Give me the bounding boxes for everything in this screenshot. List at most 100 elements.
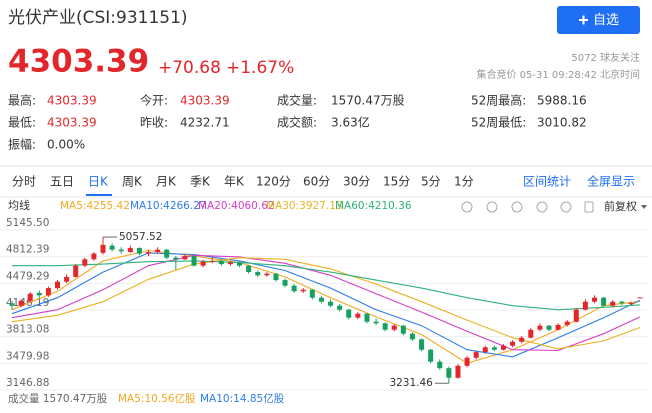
- candle-body: [455, 365, 461, 378]
- tab[interactable]: 周K: [122, 175, 143, 189]
- tab[interactable]: 5分: [421, 175, 441, 189]
- candle-body: [328, 301, 334, 306]
- price: 4303.39: [8, 44, 149, 80]
- candle-body: [55, 281, 61, 289]
- icon[interactable]: [511, 201, 523, 213]
- legend-entry: MA60:4210.36: [335, 200, 412, 212]
- candle-body: [255, 272, 261, 276]
- y-tick-label: 4812.39: [6, 244, 49, 256]
- ma-line: [11, 249, 641, 364]
- plus-icon: [579, 15, 588, 25]
- icon[interactable]: [486, 201, 498, 213]
- adjust[interactable]: 前复权: [604, 199, 637, 213]
- candle-body: [591, 297, 597, 302]
- icon[interactable]: [461, 201, 473, 213]
- candle-body: [118, 249, 124, 252]
- candle-body: [400, 325, 406, 334]
- candle-body: [45, 288, 51, 296]
- tab-action[interactable]: 全屏显示: [587, 174, 635, 189]
- candle-body: [446, 368, 452, 378]
- candle-body: [237, 262, 243, 266]
- volume-info: 成交量 1570.47万股: [8, 392, 108, 405]
- candle-body: [555, 324, 561, 330]
- icon[interactable]: [560, 201, 572, 213]
- tab[interactable]: 分时: [12, 175, 36, 189]
- candle-body: [519, 337, 525, 342]
- stat-label: 成交额:: [277, 115, 317, 130]
- candle-body: [182, 256, 188, 260]
- tab[interactable]: 月K: [156, 175, 177, 189]
- title: 光伏产业(CSI:931151): [8, 8, 188, 28]
- button-label[interactable]: 自选: [593, 13, 619, 28]
- candle-body: [409, 333, 415, 340]
- legend-entry: MA20:4060.62: [198, 200, 275, 212]
- candle-body: [209, 260, 215, 262]
- candle-body: [318, 297, 324, 302]
- stat-value: 4232.71: [180, 116, 230, 130]
- stat-value: 4303.39: [47, 94, 97, 108]
- candle-body: [373, 321, 379, 324]
- volume-info: MA5:10.56亿股: [118, 392, 196, 405]
- candle-body: [601, 297, 607, 306]
- y-tick-label: 3479.98: [6, 350, 49, 362]
- volume-info: MA10:14.85亿股: [200, 392, 285, 405]
- candle-body: [528, 329, 534, 338]
- tab[interactable]: 1分: [454, 175, 474, 189]
- tab[interactable]: 15分: [383, 175, 410, 189]
- stat-label: 成交量:: [277, 93, 317, 108]
- icon[interactable]: [584, 201, 594, 213]
- candle-body: [155, 249, 161, 253]
- tab[interactable]: 120分: [256, 175, 291, 189]
- y-tick-label: 5145.50: [6, 217, 49, 229]
- stat-label: 最低:: [8, 116, 36, 130]
- candle-body: [291, 285, 297, 292]
- candle-body: [564, 321, 570, 325]
- candle-body: [300, 289, 306, 292]
- candle-body: [36, 292, 42, 296]
- change: +70.68: [158, 58, 221, 78]
- stat-label: 52周最低:: [471, 116, 526, 130]
- tab[interactable]: 30分: [343, 175, 370, 189]
- candle-body: [637, 297, 643, 299]
- high-label: 5057.52: [119, 231, 162, 243]
- stat-label: 52周最高:: [471, 93, 526, 108]
- low-label: 3231.46: [389, 377, 433, 389]
- candle-body: [582, 301, 588, 310]
- candle-body: [273, 273, 279, 281]
- icon[interactable]: [536, 201, 548, 213]
- tab[interactable]: 五日: [50, 175, 74, 189]
- candle-body: [164, 249, 170, 258]
- candle-body: [355, 313, 361, 318]
- tab[interactable]: 60分: [303, 175, 330, 189]
- candle-body: [364, 313, 370, 322]
- candle-body: [246, 265, 252, 273]
- follow-button[interactable]: [557, 6, 640, 34]
- change-pct: +1.67%: [226, 58, 294, 78]
- stat-label: 最高:: [8, 93, 36, 108]
- candle-body: [391, 325, 397, 330]
- legend-entry: MA30:3927.13: [266, 200, 343, 212]
- dropdown: [641, 205, 647, 209]
- stat-label: 振幅:: [8, 137, 36, 152]
- stat-label: 今开:: [140, 93, 168, 108]
- candle-body: [464, 357, 470, 366]
- tab[interactable]: 年K: [224, 175, 245, 189]
- candle-body: [109, 245, 115, 250]
- ma-line: [11, 254, 641, 352]
- stat-value: 3.63亿: [331, 115, 370, 130]
- stat-value: 5988.16: [537, 94, 587, 108]
- candle-body: [482, 347, 488, 353]
- candle-body: [428, 349, 434, 362]
- candle-body: [573, 309, 579, 322]
- candle-body: [309, 289, 315, 298]
- followers: 5072 球友关注: [571, 51, 640, 64]
- candle-body: [18, 300, 24, 306]
- candle-body: [510, 341, 516, 346]
- candle-body: [9, 303, 15, 306]
- candle-body: [264, 273, 270, 276]
- tab-action[interactable]: 区间统计: [523, 175, 571, 189]
- candle-body: [218, 260, 224, 265]
- tab[interactable]: 日K: [88, 175, 109, 189]
- tool-icons: [461, 201, 594, 213]
- tab[interactable]: 季K: [190, 175, 211, 189]
